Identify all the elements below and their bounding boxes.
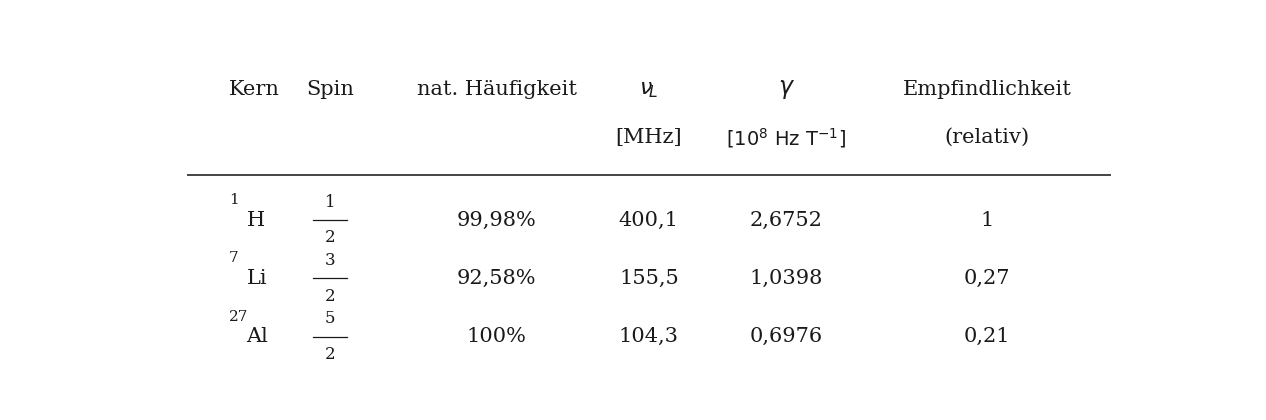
Text: 2: 2 bbox=[324, 346, 335, 363]
Text: 0,21: 0,21 bbox=[963, 327, 1010, 346]
Text: (relativ): (relativ) bbox=[944, 128, 1029, 147]
Text: 104,3: 104,3 bbox=[619, 327, 679, 346]
Text: 2: 2 bbox=[324, 288, 335, 304]
Text: [MHz]: [MHz] bbox=[615, 128, 682, 147]
Text: nat. Häufigkeit: nat. Häufigkeit bbox=[417, 80, 577, 99]
Text: 1: 1 bbox=[229, 193, 239, 207]
Text: 1,0398: 1,0398 bbox=[749, 269, 823, 288]
Text: $\gamma$: $\gamma$ bbox=[777, 78, 795, 101]
Text: Spin: Spin bbox=[306, 80, 354, 99]
Text: 0,6976: 0,6976 bbox=[749, 327, 823, 346]
Text: 3: 3 bbox=[324, 252, 335, 269]
Text: 400,1: 400,1 bbox=[619, 211, 679, 230]
Text: $[10^{8}\ \mathrm{Hz\ T}^{-1}]$: $[10^{8}\ \mathrm{Hz\ T}^{-1}]$ bbox=[727, 126, 846, 150]
Text: 100%: 100% bbox=[467, 327, 527, 346]
Text: 2: 2 bbox=[324, 229, 335, 247]
Text: H: H bbox=[247, 211, 265, 230]
Text: Empfindlichkeit: Empfindlichkeit bbox=[903, 80, 1072, 99]
Text: 1: 1 bbox=[981, 211, 994, 230]
Text: 0,27: 0,27 bbox=[965, 269, 1010, 288]
Text: 27: 27 bbox=[229, 310, 248, 324]
Text: Kern: Kern bbox=[229, 80, 280, 99]
Text: 155,5: 155,5 bbox=[619, 269, 679, 288]
Text: 92,58%: 92,58% bbox=[457, 269, 537, 288]
Text: 1: 1 bbox=[324, 194, 335, 211]
Text: Al: Al bbox=[247, 327, 268, 346]
Text: 7: 7 bbox=[229, 252, 238, 265]
Text: Li: Li bbox=[247, 269, 267, 288]
Text: $\nu_{\!L}$: $\nu_{\!L}$ bbox=[639, 78, 658, 100]
Text: 5: 5 bbox=[324, 310, 335, 327]
Text: 99,98%: 99,98% bbox=[457, 211, 537, 230]
Text: 2,6752: 2,6752 bbox=[749, 211, 823, 230]
